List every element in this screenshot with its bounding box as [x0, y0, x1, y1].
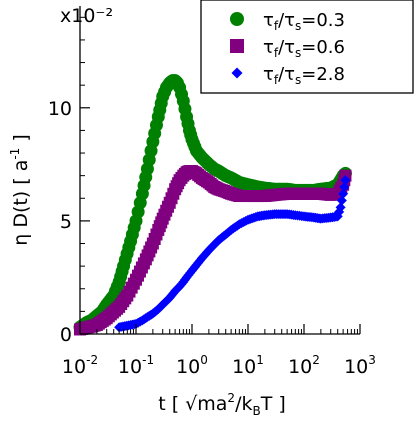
x-tick-label: 101	[232, 353, 264, 378]
legend-item: τf/τs=2.8	[231, 64, 345, 87]
x-tick-label: 103	[344, 353, 376, 378]
data-point	[335, 202, 346, 213]
data-point	[340, 175, 351, 186]
data-point	[339, 181, 350, 192]
x-tick-label: 10-2	[62, 353, 98, 378]
y-tick-label: 0	[60, 324, 72, 346]
x-tick-label: 100	[176, 353, 208, 378]
legend-item: τf/τs=0.3	[230, 10, 345, 33]
data-point	[338, 188, 349, 199]
data-marks	[73, 74, 352, 336]
x-tick-label: 102	[288, 353, 320, 378]
legend-label: τf/τs=2.8	[263, 64, 345, 87]
x-axis-label: t [ √ma2/kBT ]	[158, 391, 286, 418]
y-multiplier: x10⁻²	[60, 5, 113, 27]
legend-item: τf/τs=0.6	[230, 37, 345, 60]
axis-labels: x10⁻² t [ √ma2/kBT ] η D(t) [ a-1 ]	[8, 5, 286, 418]
y-tick-label: 10	[48, 98, 72, 120]
legend: τf/τs=0.3 τf/τs=0.6 τf/τs=2.8	[200, 0, 414, 94]
series-1	[73, 74, 352, 334]
legend-marker	[230, 39, 244, 53]
axes	[79, 6, 360, 335]
x-tick-label: 10-1	[118, 353, 154, 378]
legend-marker	[230, 12, 244, 26]
series-3	[114, 175, 351, 333]
y-tick-label: 5	[60, 211, 72, 233]
data-point	[336, 195, 347, 206]
legend-marker	[231, 67, 243, 79]
y-axis-label: η D(t) [ a-1 ]	[8, 134, 32, 246]
series-2	[74, 165, 352, 336]
legend-label: τf/τs=0.3	[263, 10, 345, 33]
legend-label: τf/τs=0.6	[263, 37, 345, 60]
ticks: 10-2 10-1 100 101 102 103 0 5 10	[48, 16, 376, 378]
